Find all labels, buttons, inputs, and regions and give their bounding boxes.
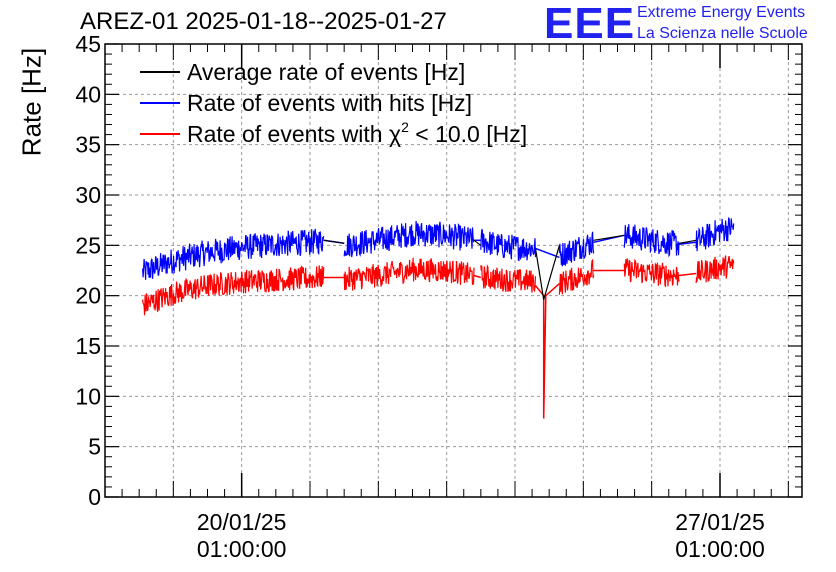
y-tick-label: 30	[75, 182, 101, 208]
series-avg-segment	[534, 245, 560, 300]
series-hits-segment	[343, 220, 475, 258]
series-avg-segment	[473, 239, 482, 246]
series-chi2-gap-line	[473, 274, 482, 279]
y-tick-label: 0	[88, 484, 101, 510]
x-tick-label-time: 01:00:00	[197, 536, 287, 562]
y-tick-label: 10	[75, 383, 101, 409]
series-hits-gap-line	[535, 247, 560, 259]
series-chi2-segment	[623, 258, 680, 288]
series-layer	[142, 217, 735, 419]
series-chi2-gap-line	[678, 272, 697, 277]
y-tick-label: 45	[75, 31, 101, 57]
series-hits-segment	[142, 228, 325, 280]
x-tick-label-date: 27/01/25	[675, 509, 765, 535]
series-hits-segment	[558, 231, 595, 267]
legend: Average rate of events [Hz] Rate of event…	[140, 59, 527, 147]
y-tick-label: 40	[75, 81, 101, 107]
plot-frame	[104, 43, 803, 498]
series-hits-segment	[623, 224, 680, 258]
legend-label-chi2: Rate of events with χ2 < 10.0 [Hz]	[187, 119, 527, 147]
series-chi2-segment	[558, 258, 595, 295]
series-chi2-segment	[480, 264, 537, 293]
y-tick-label: 25	[75, 232, 101, 258]
eee-logo: EEE	[544, 0, 636, 48]
y-tick-label: 20	[75, 283, 101, 309]
y-tick-label: 15	[75, 333, 101, 359]
series-hits-gap-line	[678, 241, 697, 246]
series-avg-segment	[323, 239, 345, 244]
series-chi2-segment	[343, 257, 475, 291]
logo-subtitle-line1: Extreme Energy Events	[637, 4, 806, 21]
logo-subtitle-line2: La Scienza nelle Scuole	[637, 25, 808, 42]
x-tick-label-time: 01:00:00	[675, 536, 765, 562]
legend-label-hits: Rate of events with hits [Hz]	[187, 90, 472, 116]
y-tick-label: 35	[75, 132, 101, 158]
y-tick-label: 5	[88, 434, 101, 460]
legend-label-avg: Average rate of events [Hz]	[187, 59, 465, 85]
series-hits-segment	[480, 229, 537, 262]
series-avg-segment	[593, 234, 625, 241]
series-chi2-segment	[695, 255, 735, 284]
series-avg-segment	[678, 239, 697, 244]
series-chi2-gap-line	[534, 283, 560, 419]
series-hits-segment	[695, 217, 735, 252]
x-tick-label-date: 20/01/25	[197, 509, 287, 535]
series-chi2-segment	[142, 264, 325, 316]
axes-ticks: 05101520253035404520/01/2501:00:0027/01/…	[75, 31, 802, 562]
chart-title: AREZ-01 2025-01-18--2025-01-27	[80, 8, 447, 35]
